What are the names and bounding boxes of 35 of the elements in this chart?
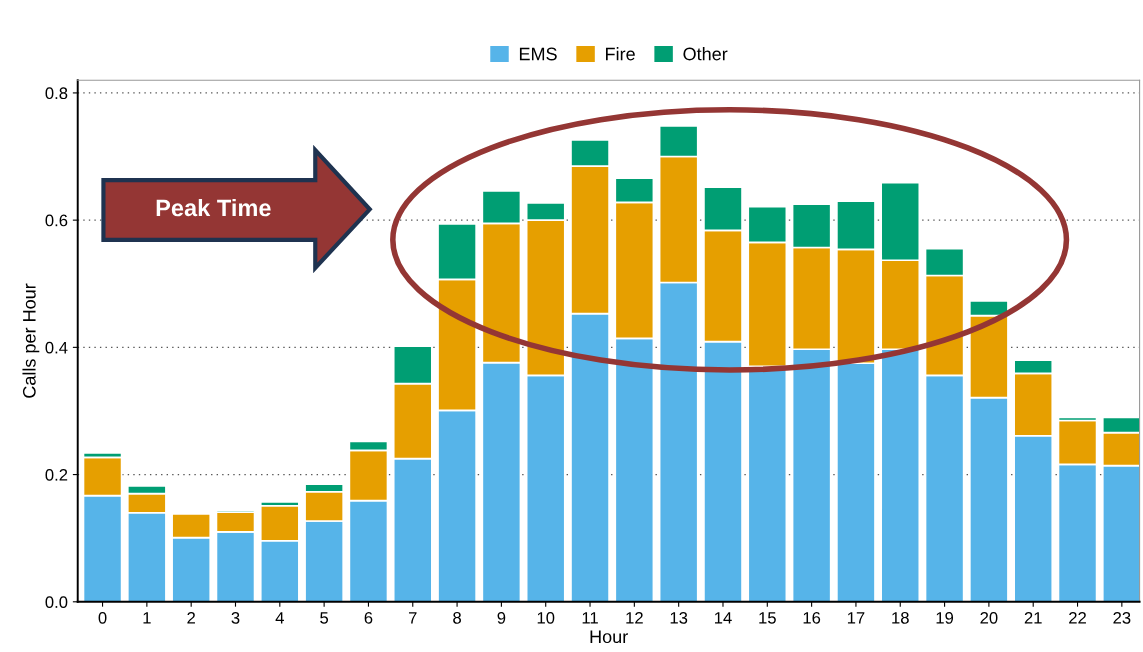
y-tick-label: 0.8 [45, 87, 68, 100]
legend-label: EMS [519, 47, 557, 61]
x-tick-label: 12 [626, 611, 643, 624]
x-tick-label: 3 [231, 611, 240, 624]
legend-label: Other [683, 47, 728, 61]
x-tick-label: 1 [143, 612, 151, 624]
x-tick-label: 20 [980, 611, 998, 624]
y-axis-title: Calls per Hour [22, 283, 40, 398]
x-tick-label: 19 [936, 611, 954, 624]
x-tick-label: 5 [320, 612, 329, 624]
x-tick-label: 15 [759, 612, 776, 624]
x-tick-label: 6 [364, 611, 373, 624]
x-tick-label: 2 [187, 611, 195, 624]
y-tick-label: 0.4 [45, 341, 68, 354]
x-tick-label: 10 [537, 611, 555, 624]
x-tick-label: 4 [275, 612, 284, 624]
x-tick-label: 16 [803, 611, 821, 624]
x-tick-label: 7 [408, 612, 417, 624]
x-tick-label: 17 [847, 612, 865, 624]
legend-label: Fire [606, 47, 635, 61]
x-tick-label: 18 [892, 611, 909, 624]
annotation: Peak Time [156, 198, 271, 217]
x-tick-label: 13 [670, 611, 688, 624]
y-tick-label: 0.2 [45, 468, 68, 481]
x-tick-label: 23 [1113, 611, 1131, 624]
x-axis-title: Hour [590, 630, 628, 644]
x-tick-label: 0 [98, 611, 107, 624]
x-tick-label: 11 [582, 612, 598, 624]
y-tick-label: 0.0 [45, 596, 68, 608]
x-tick-label: 8 [453, 611, 461, 624]
y-tick-label: 0.6 [45, 214, 68, 227]
x-tick-label: 9 [497, 611, 506, 624]
x-tick-label: 14 [714, 612, 732, 624]
x-tick-label: 21 [1024, 611, 1042, 624]
x-tick-label: 22 [1069, 611, 1086, 624]
